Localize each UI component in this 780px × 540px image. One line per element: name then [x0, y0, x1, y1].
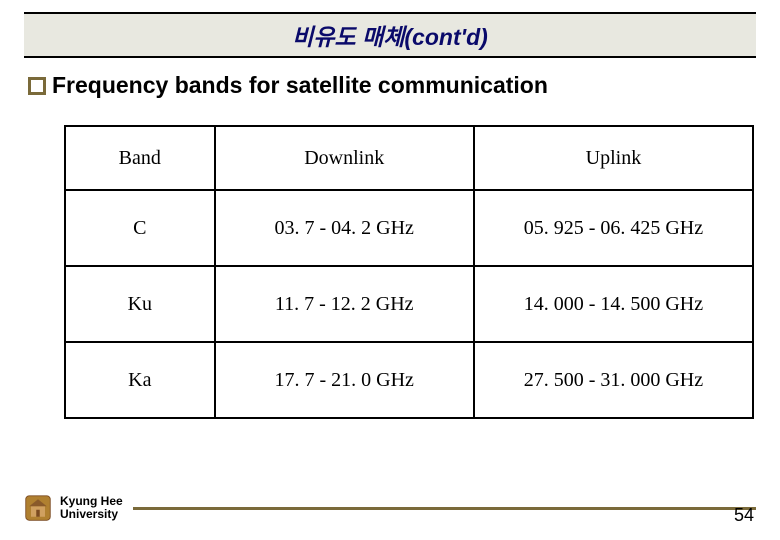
university-logo-icon [24, 494, 52, 522]
slide-footer: Kyung Hee University 54 [24, 494, 756, 522]
cell-band: C [65, 190, 215, 266]
bullet-icon [28, 77, 46, 95]
cell-downlink: 03. 7 - 04. 2 GHz [215, 190, 474, 266]
university-name: Kyung Hee University [60, 495, 123, 521]
table-header-row: Band Downlink Uplink [65, 126, 753, 190]
cell-uplink: 05. 925 - 06. 425 GHz [474, 190, 753, 266]
cell-downlink: 17. 7 - 21. 0 GHz [215, 342, 474, 418]
cell-uplink: 14. 000 - 14. 500 GHz [474, 266, 753, 342]
col-header-band: Band [65, 126, 215, 190]
cell-band: Ka [65, 342, 215, 418]
table-row: Ka 17. 7 - 21. 0 GHz 27. 500 - 31. 000 G… [65, 342, 753, 418]
col-header-downlink: Downlink [215, 126, 474, 190]
page-number: 54 [734, 505, 754, 526]
table-row: Ku 11. 7 - 12. 2 GHz 14. 000 - 14. 500 G… [65, 266, 753, 342]
table-row: C 03. 7 - 04. 2 GHz 05. 925 - 06. 425 GH… [65, 190, 753, 266]
cell-downlink: 11. 7 - 12. 2 GHz [215, 266, 474, 342]
cell-uplink: 27. 500 - 31. 000 GHz [474, 342, 753, 418]
subheading-text: Frequency bands for satellite communicat… [52, 72, 548, 99]
col-header-uplink: Uplink [474, 126, 753, 190]
university-line2: University [60, 508, 123, 521]
slide-title-bar: 비유도 매체(cont'd) [24, 12, 756, 58]
frequency-table: Band Downlink Uplink C 03. 7 - 04. 2 GHz… [64, 125, 754, 419]
cell-band: Ku [65, 266, 215, 342]
slide-title: 비유도 매체(cont'd) [292, 24, 488, 50]
footer-divider [133, 507, 756, 510]
subheading-row: Frequency bands for satellite communicat… [24, 72, 756, 99]
